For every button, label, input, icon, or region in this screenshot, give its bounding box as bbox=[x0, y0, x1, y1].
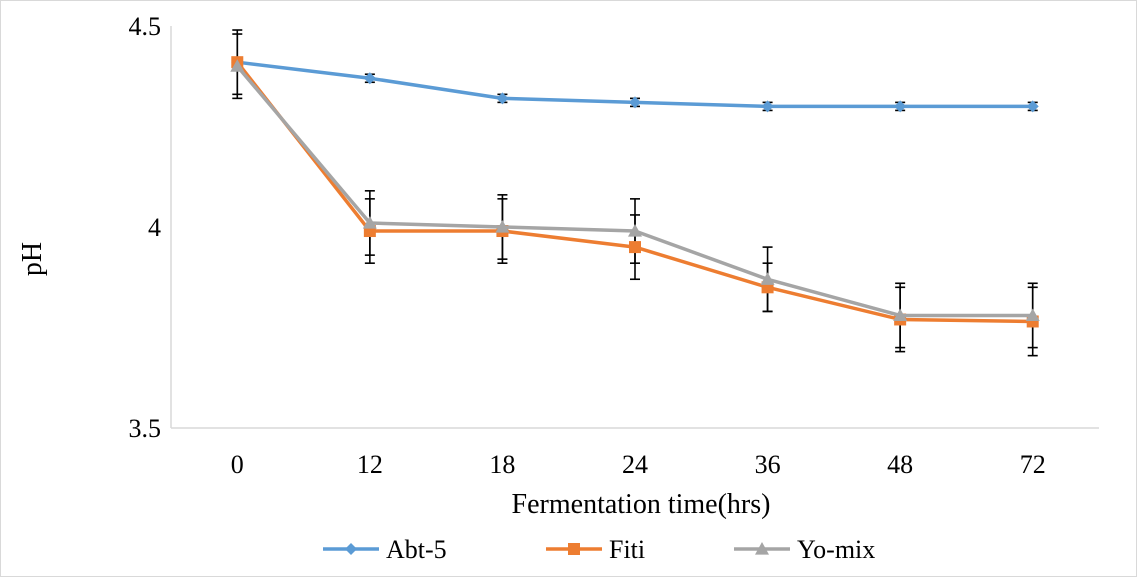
x-tick-label: 72 bbox=[1020, 450, 1046, 479]
axes bbox=[170, 26, 1099, 429]
x-axis-title: Fermentation time(hrs) bbox=[512, 489, 771, 520]
y-tick-label: 3.5 bbox=[129, 414, 162, 443]
legend-marker bbox=[345, 543, 357, 555]
data-point bbox=[363, 72, 376, 85]
data-point bbox=[1026, 100, 1039, 113]
legend-item: Yo-mix bbox=[734, 535, 875, 564]
data-point bbox=[495, 220, 510, 233]
x-tick-label: 24 bbox=[622, 450, 648, 479]
data-point bbox=[629, 96, 641, 109]
y-tick-label: 4 bbox=[148, 213, 161, 242]
data-point bbox=[362, 215, 377, 229]
y-axis-title: pH bbox=[17, 242, 48, 276]
legend-marker bbox=[755, 542, 769, 555]
legend-marker bbox=[568, 543, 580, 555]
data-point bbox=[1025, 308, 1040, 322]
data-point bbox=[894, 100, 907, 113]
legend-label: Fiti bbox=[609, 535, 645, 564]
x-tick-label: 36 bbox=[755, 450, 781, 479]
series-lines bbox=[230, 56, 1040, 328]
x-tick-label: 18 bbox=[489, 450, 515, 479]
data-point bbox=[230, 59, 245, 72]
tick-labels: 3.5 4 4.5 0 12 18 24 36 48 72 bbox=[129, 12, 1046, 479]
legend-label: Yo-mix bbox=[797, 535, 875, 564]
data-point bbox=[761, 100, 774, 113]
legend-item: Fiti bbox=[546, 535, 645, 564]
y-tick-label: 4.5 bbox=[129, 12, 162, 41]
error-bars bbox=[232, 29, 1038, 357]
data-point bbox=[629, 241, 641, 254]
legend-item: Abt-5 bbox=[323, 535, 447, 564]
x-tick-label: 0 bbox=[231, 450, 244, 479]
data-point bbox=[760, 272, 775, 285]
series-yo-mix bbox=[230, 59, 1040, 322]
data-point bbox=[496, 92, 509, 105]
legend-label: Abt-5 bbox=[386, 535, 447, 564]
data-point bbox=[628, 224, 642, 237]
data-point bbox=[893, 308, 908, 322]
series-abt-5 bbox=[231, 56, 1039, 113]
legend: Abt-5 Fiti Yo-mix bbox=[323, 535, 875, 564]
x-tick-label: 12 bbox=[357, 450, 383, 479]
x-tick-label: 48 bbox=[887, 450, 913, 479]
